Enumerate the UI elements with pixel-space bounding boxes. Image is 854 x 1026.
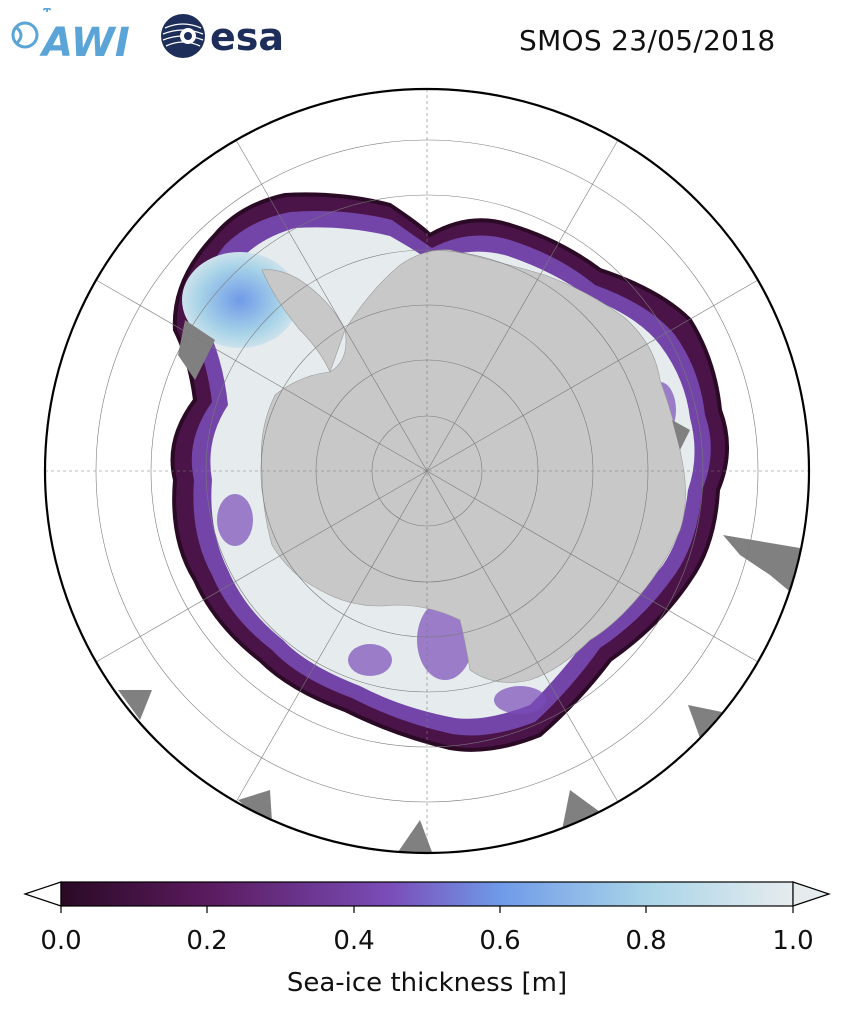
sea-ice-map xyxy=(43,87,811,855)
esa-logo: esa xyxy=(161,14,284,59)
awi-logo-text: AWI xyxy=(39,20,130,60)
colorbar-tick-label: 0.0 xyxy=(40,926,81,956)
esa-logo-text: esa xyxy=(210,15,284,59)
colorbar-tick-label: 0.6 xyxy=(479,926,520,956)
colorbar-extend-min xyxy=(23,881,62,907)
colorbar-ticks xyxy=(60,906,794,913)
svg-text:✱: ✱ xyxy=(42,8,52,15)
colorbar-extend-max xyxy=(792,881,831,907)
no-data-areas xyxy=(118,320,800,852)
map-title: SMOS 23/05/2018 xyxy=(519,24,776,57)
meridians xyxy=(95,139,759,803)
colorbar: 0.0 0.2 0.4 0.6 0.8 1.0 Sea-ice thicknes… xyxy=(23,881,831,998)
colorbar-label: Sea-ice thickness [m] xyxy=(287,968,567,998)
meridians-main xyxy=(45,89,809,853)
colorbar-tick-label: 0.2 xyxy=(186,926,227,956)
awi-logo: ✱ AWI xyxy=(11,8,130,60)
colorbar-gradient xyxy=(60,881,794,907)
colorbar-tick-label: 0.4 xyxy=(333,926,374,956)
map-border xyxy=(43,87,811,855)
colorbar-tick-label: 1.0 xyxy=(772,926,813,956)
antarctic-peninsula xyxy=(261,269,346,373)
colorbar-tick-label: 0.8 xyxy=(625,926,666,956)
